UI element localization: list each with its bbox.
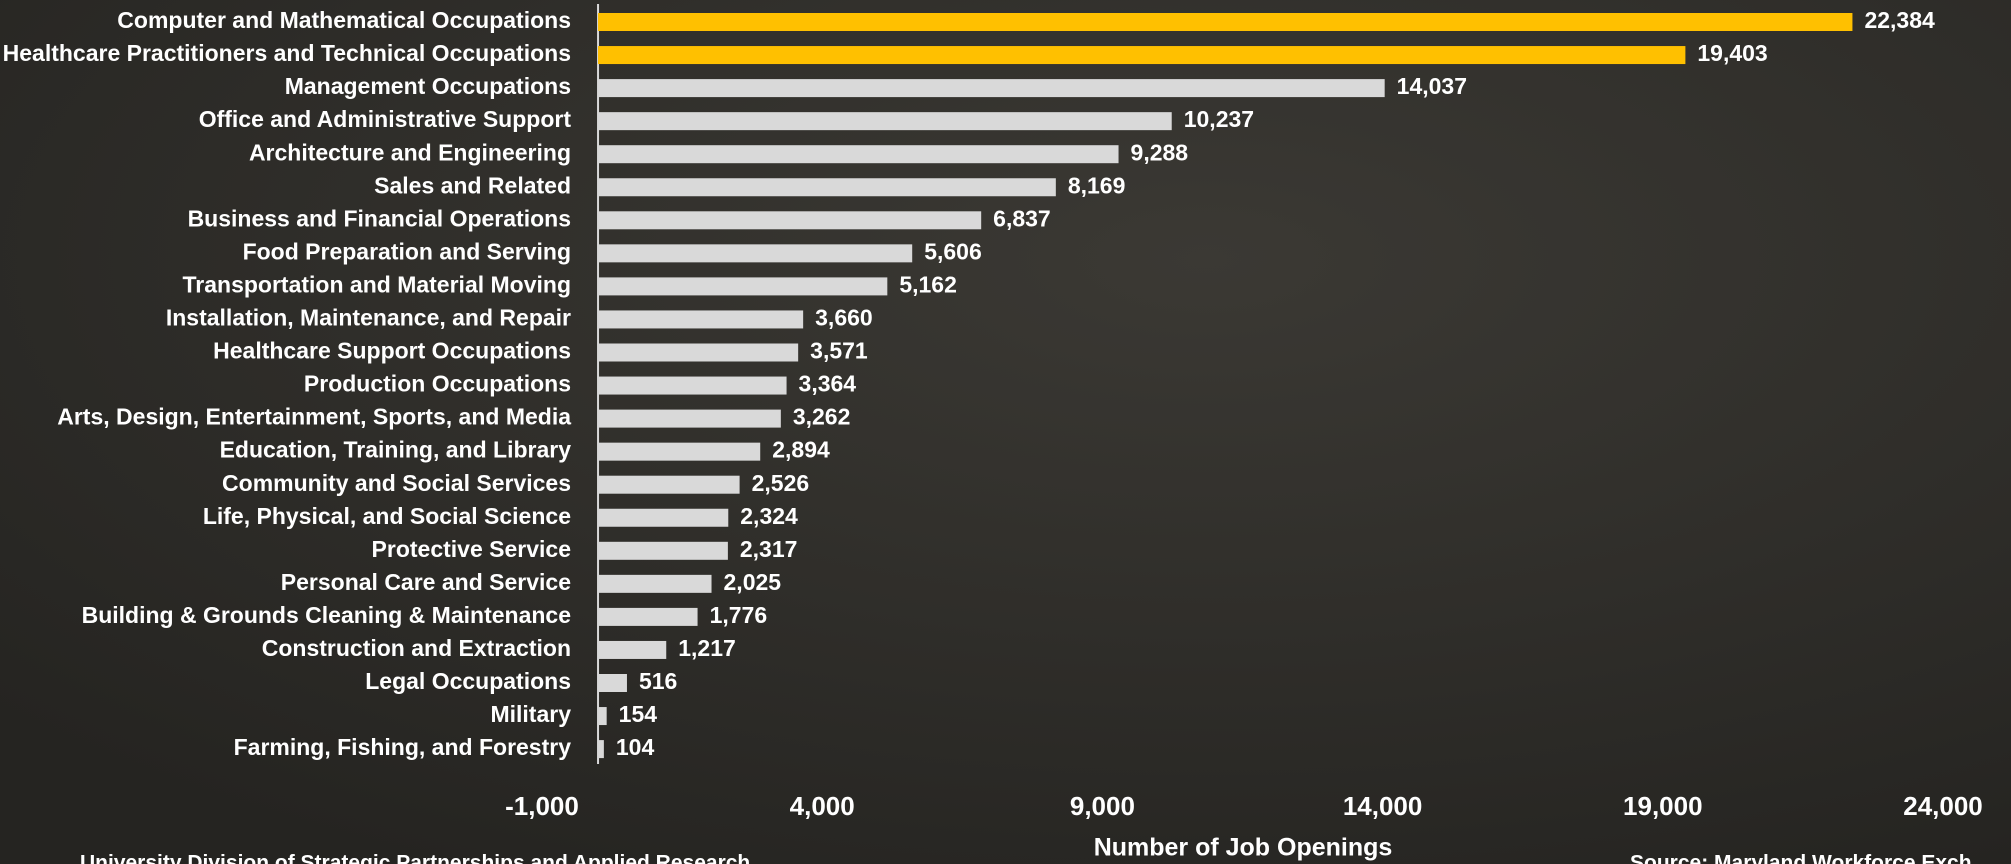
category-label: Legal Occupations <box>365 668 571 694</box>
x-tick-label: 14,000 <box>1343 791 1423 821</box>
value-label: 22,384 <box>1864 7 1935 33</box>
x-axis-title: Number of Job Openings <box>1094 834 1393 862</box>
bar <box>598 607 698 626</box>
value-label: 104 <box>616 734 655 760</box>
value-label: 3,571 <box>810 338 868 364</box>
value-label: 2,324 <box>740 503 798 529</box>
x-tick-label: -1,000 <box>505 791 579 821</box>
value-label: 6,837 <box>993 205 1051 231</box>
x-tick-label: 9,000 <box>1070 791 1135 821</box>
category-label: Community and Social Services <box>222 470 571 496</box>
category-label: Healthcare Practitioners and Technical O… <box>3 40 571 66</box>
bar <box>598 475 740 494</box>
bar <box>598 343 799 362</box>
category-label: Office and Administrative Support <box>199 106 572 132</box>
value-label: 5,606 <box>924 238 982 264</box>
category-label: Food Preparation and Serving <box>243 238 571 264</box>
bar <box>598 376 787 395</box>
value-label: 2,025 <box>724 569 782 595</box>
bar <box>598 674 627 692</box>
value-label: 9,288 <box>1131 139 1189 165</box>
category-label: Building & Grounds Cleaning & Maintenanc… <box>82 602 571 628</box>
bar <box>598 707 607 726</box>
bar <box>598 79 1385 98</box>
bar <box>598 541 728 560</box>
category-label: Sales and Related <box>374 172 571 198</box>
value-label: 1,217 <box>678 635 736 661</box>
category-label: Business and Financial Operations <box>188 205 571 231</box>
bar <box>598 46 1686 65</box>
bar <box>598 13 1853 31</box>
value-label: 154 <box>619 701 658 727</box>
bar <box>598 145 1119 164</box>
category-label: Arts, Design, Entertainment, Sports, and… <box>57 404 571 430</box>
x-tick-label: 24,000 <box>1903 791 1983 821</box>
x-tick-label: 19,000 <box>1623 791 1703 821</box>
category-label: Education, Training, and Library <box>220 437 572 463</box>
bar <box>598 574 712 593</box>
value-label: 3,364 <box>799 371 857 397</box>
bar <box>598 640 667 659</box>
category-label: Military <box>490 701 571 727</box>
value-label: 516 <box>639 668 677 694</box>
value-label: 8,169 <box>1068 172 1126 198</box>
value-label: 3,262 <box>793 404 851 430</box>
category-label: Farming, Fishing, and Forestry <box>234 734 572 760</box>
category-label: Computer and Mathematical Occupations <box>117 7 571 33</box>
category-label: Healthcare Support Occupations <box>213 338 571 364</box>
value-label: 19,403 <box>1697 40 1767 66</box>
bar <box>598 211 982 230</box>
value-label: 3,660 <box>815 305 873 331</box>
value-label: 14,037 <box>1397 73 1467 99</box>
category-label: Transportation and Material Moving <box>183 271 571 297</box>
category-label: Production Occupations <box>304 371 571 397</box>
x-tick-label: 4,000 <box>790 791 855 821</box>
value-label: 2,894 <box>772 437 830 463</box>
footnote: University Division of Strategic Partner… <box>80 852 750 864</box>
bar <box>598 740 604 759</box>
category-label: Personal Care and Service <box>281 569 571 595</box>
bar <box>598 310 804 329</box>
bar <box>598 409 781 428</box>
bar <box>598 112 1172 131</box>
bar <box>598 508 729 527</box>
category-label: Protective Service <box>372 536 571 562</box>
value-label: 2,317 <box>740 536 798 562</box>
value-label: 5,162 <box>899 271 957 297</box>
bar <box>598 178 1056 197</box>
category-label: Architecture and Engineering <box>249 139 571 165</box>
value-label: 2,526 <box>752 470 810 496</box>
category-label: Construction and Extraction <box>262 635 571 661</box>
category-label: Life, Physical, and Social Science <box>203 503 571 529</box>
category-label: Installation, Maintenance, and Repair <box>166 305 571 331</box>
source: Source: Maryland Workforce Exch <box>1630 852 1972 864</box>
bar <box>598 244 913 263</box>
category-label: Management Occupations <box>285 73 571 99</box>
bar <box>598 442 761 461</box>
value-label: 1,776 <box>710 602 768 628</box>
value-label: 10,237 <box>1184 106 1254 132</box>
bar <box>598 277 888 296</box>
